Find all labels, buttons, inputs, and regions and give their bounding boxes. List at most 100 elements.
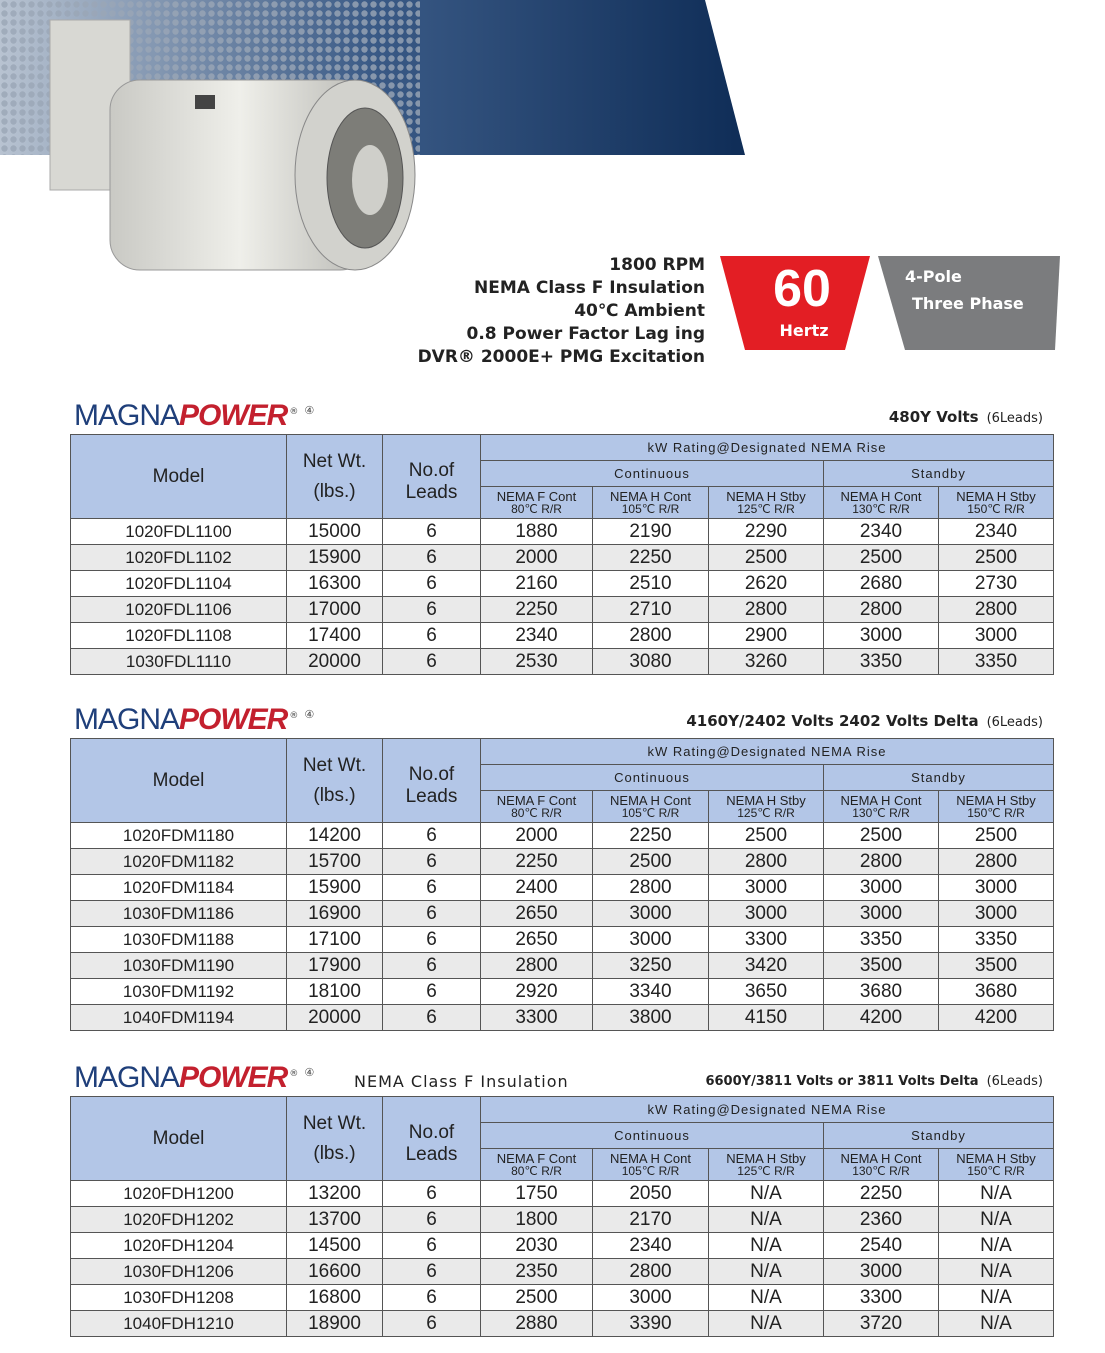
cell: 2680 [823,570,939,597]
cell: 1020FDH1200 [70,1180,287,1207]
brand-power: POWER [179,1061,288,1094]
header-leads: No.of Leads [382,1096,481,1181]
cell: N/A [708,1310,824,1337]
cell: 2030 [480,1232,593,1259]
header-row: NEMA F Cont 80℃ R/R NEMA H Cont 105℃ R/R NEM… [71,1148,1054,1181]
voltage: 6600Y/3811 Volts or 3811 Volts Delta [705,1074,979,1089]
cell: 2170 [592,1206,709,1233]
data-row: 1020FDM1184 15900 6 2400 2800 3000 3000 3000 [70,874,1054,901]
cell: 4150 [708,1004,824,1031]
section-subtitle: NEMA Class F Insulation [354,1072,569,1091]
column-name: NEMA F Cont [496,1150,577,1166]
cell: 2250 [480,596,593,623]
cell: 2190 [592,518,709,545]
data-row: 1030FDM1192 18100 6 2920 3340 3650 3680 3680 [70,978,1054,1005]
cell: 6 [382,822,481,849]
header-row: Model Net Wt. (lbs.) No.of Leads kW Rating@De… [70,1096,1054,1181]
cell: 2250 [480,848,593,875]
cell: 17400 [286,622,383,649]
column-rise: 105℃ R/R [621,1163,680,1178]
cell: 6 [382,596,481,623]
column-rise: 105℃ R/R [621,805,680,820]
cell: 6 [382,622,481,649]
column-name: NEMA H Stby [956,488,1036,504]
cell: 3000 [823,874,939,901]
column-rise: 130℃ R/R [852,805,910,820]
cell: 3300 [823,1284,939,1311]
cell: 1020FDL1102 [70,544,287,571]
brand-mark: ④ [304,404,315,417]
cell: 3080 [592,648,709,675]
data-row: 1020FDL1106 17000 6 2250 2710 2800 2800 2800 [70,596,1054,623]
data-row: 1030FDH1208 16800 6 2500 3000 N/A 3300 N/A [70,1284,1054,1311]
cell: 2800 [708,848,824,875]
header-column: NEMA H Cont 130℃ R/R [823,486,939,519]
header-rating: kW Rating@Designated NEMA Rise [480,434,1054,461]
cell: 2290 [708,518,824,545]
cell: 2800 [592,622,709,649]
column-rise: 130℃ R/R [852,501,910,516]
cell: 1750 [480,1180,593,1207]
cell: 3650 [708,978,824,1005]
cell: 13700 [286,1206,383,1233]
data-row: 1020FDH1202 13700 6 1800 2170 N/A 2360 N/A [70,1206,1054,1233]
frequency: 60 [773,260,831,318]
cell: 6 [382,1310,481,1337]
cell: 2800 [480,952,593,979]
leads-note: (6Leads) [986,411,1043,426]
brand-logo: MAGNAPOWER ® ④ [74,398,314,433]
brand-registered: ® [289,407,299,417]
data-row: 1030FDM1186 16900 6 2650 3000 3000 3000 3000 [70,900,1054,927]
header-column: NEMA F Cont 80℃ R/R [480,486,593,519]
cell: 18100 [286,978,383,1005]
header-column: NEMA H Stby 150℃ R/R [938,790,1054,823]
cell: 3350 [938,926,1054,953]
column-name: NEMA H Cont [610,488,691,504]
header-leads: No.of Leads [382,434,481,519]
column-name: NEMA H Cont [840,488,922,504]
column-name: NEMA H Stby [726,1150,806,1166]
column-name: NEMA H Stby [726,488,806,504]
brand-power: POWER [179,703,288,736]
cell: 3350 [823,926,939,953]
column-rise: 150℃ R/R [967,501,1025,516]
cell: 6 [382,926,481,953]
column-rise: 125℃ R/R [737,805,795,820]
cell: 2160 [480,570,593,597]
cell: 2800 [708,596,824,623]
cell: 16600 [286,1258,383,1285]
cell: N/A [708,1258,824,1285]
cell: 3000 [938,622,1054,649]
cell: 3340 [592,978,709,1005]
header-leads-1: No.of [408,1121,455,1143]
spec-table: Model Net Wt. (lbs.) No.of Leads kW Rating@De… [70,434,1054,675]
header-standby: Standby [823,764,1054,791]
header-row: NEMA F Cont 80℃ R/R NEMA H Cont 105℃ R/R NEM… [71,486,1054,519]
cell: 3000 [708,900,824,927]
cell: 17900 [286,952,383,979]
cell: 1020FDM1180 [70,822,287,849]
header-continuous: Continuous [480,1122,824,1149]
header-weight-name: Net Wt. [302,1112,367,1134]
cell: 6 [382,952,481,979]
header-leads: No.of Leads [382,738,481,823]
column-rise: 80℃ R/R [511,501,562,516]
header-row: Continuous Standby [71,764,1054,791]
header-column: NEMA H Stby 125℃ R/R [708,486,824,519]
cell: 2500 [823,822,939,849]
cell: 3300 [480,1004,593,1031]
cell: 6 [382,1206,481,1233]
header-weight-unit: (lbs.) [313,1142,356,1164]
header-leads-1: No.of [408,763,455,785]
data-row: 1020FDL1108 17400 6 2340 2800 2900 3000 3000 [70,622,1054,649]
header-column: NEMA H Cont 130℃ R/R [823,1148,939,1181]
data-row: 1020FDH1200 13200 6 1750 2050 N/A 2250 N/A [70,1180,1054,1207]
cell: 3000 [823,900,939,927]
header-weight: Net Wt. (lbs.) [286,1096,383,1181]
cell: N/A [938,1310,1054,1337]
brand-magna: MAGNA [74,703,180,736]
brand-magna: MAGNA [74,399,180,432]
voltage-title: 6600Y/3811 Volts or 3811 Volts Delta (6Le… [705,1074,1043,1089]
cell: 6 [382,1180,481,1207]
spec-list: 1800 RPM NEMA Class F Insulation 40℃ Ambie… [418,254,705,369]
